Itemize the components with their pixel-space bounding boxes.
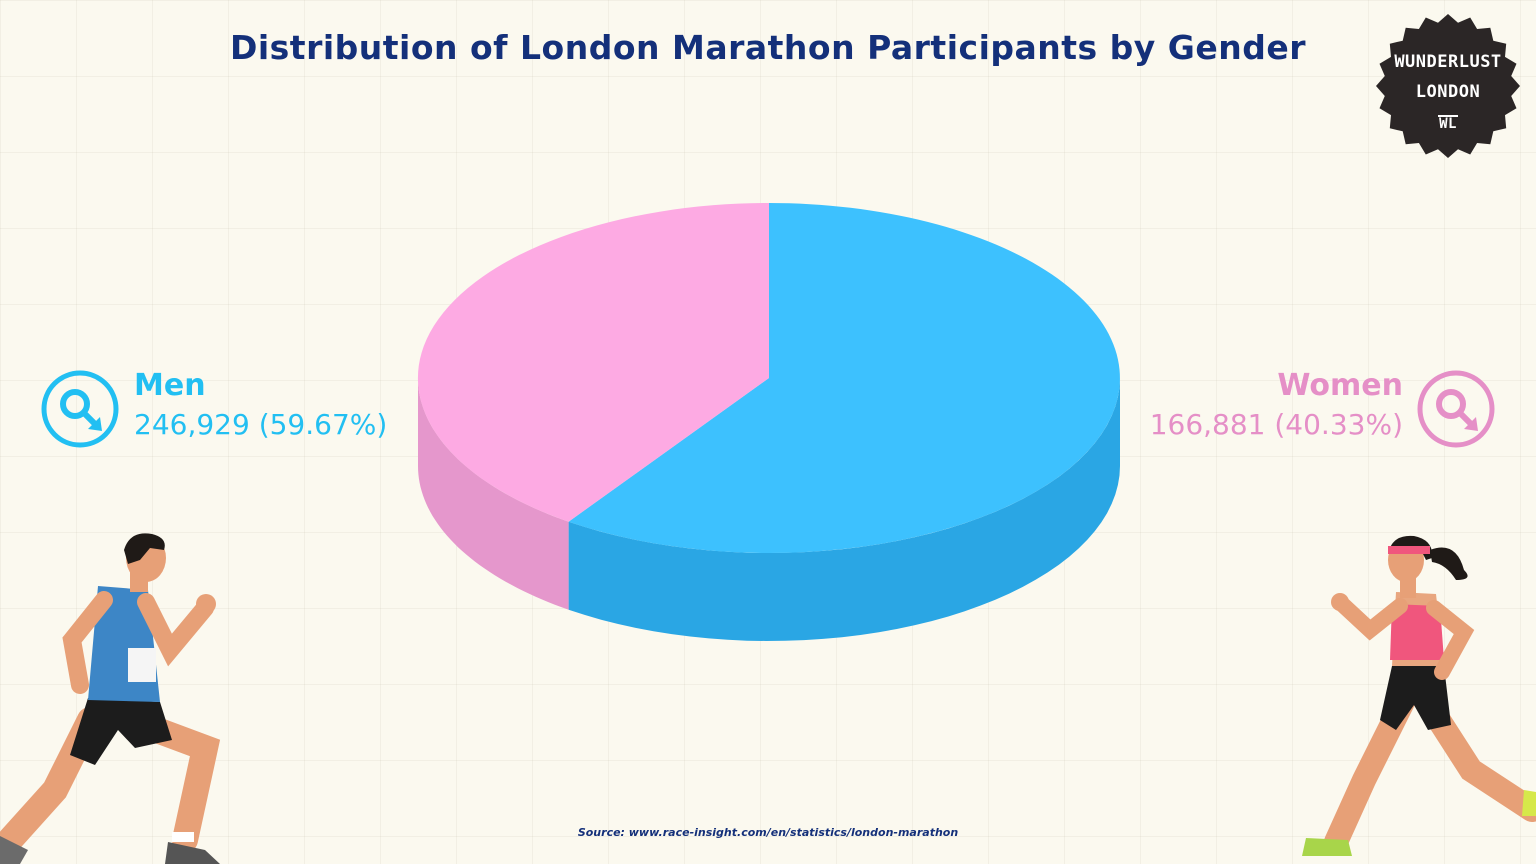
pie-slice-men [568,203,1120,553]
men-legend-value: 246,929 (59.67%) [134,408,388,441]
male-runner-illustration [0,533,221,864]
logo-divider [1438,115,1458,117]
women-legend-value: 166,881 (40.33%) [1149,408,1403,441]
logo-line-3: WL [1439,116,1457,132]
logo-line-2: LONDON [1415,82,1481,102]
male-symbol-icon [41,370,119,448]
wunderlust-london-logo: WUNDERLUST LONDON WL [1374,12,1522,160]
chart-title: Distribution of London Marathon Particip… [229,28,1307,67]
men-legend-label: Men [134,368,206,403]
women-legend-label: Women [1277,368,1403,403]
pie-slice-women [417,203,769,522]
female-symbol-icon [1417,370,1495,448]
source-note: Source: www.race-insight.com/en/statisti… [577,826,959,839]
pie-side-men [568,378,1120,641]
pie-side-women [418,378,569,610]
badge-seal-icon [1376,14,1520,158]
logo-line-1: WUNDERLUST [1394,52,1502,72]
female-runner-illustration [1302,535,1536,856]
